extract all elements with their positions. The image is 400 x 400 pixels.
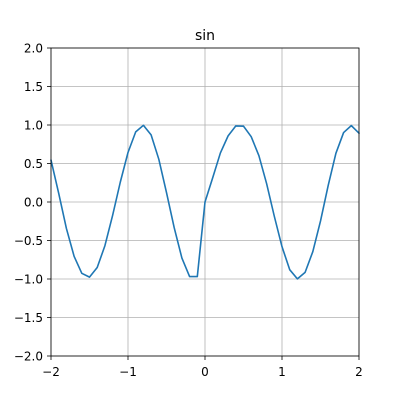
x-tick-label: 0	[201, 365, 209, 379]
chart-title: sin	[195, 28, 215, 44]
series-line	[50, 124, 360, 280]
y-tick-label: −0.5	[14, 234, 43, 248]
x-tick-label: −1	[119, 365, 137, 379]
y-tick-label: 0.5	[24, 157, 43, 171]
ticks: −2 −1 0 1 2 2.0 1.5 1.0 0.5 0.0 −0.5 −1.0 −1.5 −2.0	[14, 42, 363, 380]
x-tick-label: 2	[355, 365, 363, 379]
y-tick-label: 1.5	[24, 80, 43, 94]
y-tick-label: −1.0	[14, 273, 43, 287]
y-tick-label: 2.0	[24, 42, 43, 56]
y-tick-label: −1.5	[14, 311, 43, 325]
y-tick-label: −2.0	[14, 350, 43, 364]
x-tick-label: 1	[278, 365, 286, 379]
y-tick-label: 1.0	[24, 119, 43, 133]
series-layer	[50, 124, 360, 280]
x-tick-label: −2	[42, 365, 60, 379]
y-tick-label: 0.0	[24, 196, 43, 210]
